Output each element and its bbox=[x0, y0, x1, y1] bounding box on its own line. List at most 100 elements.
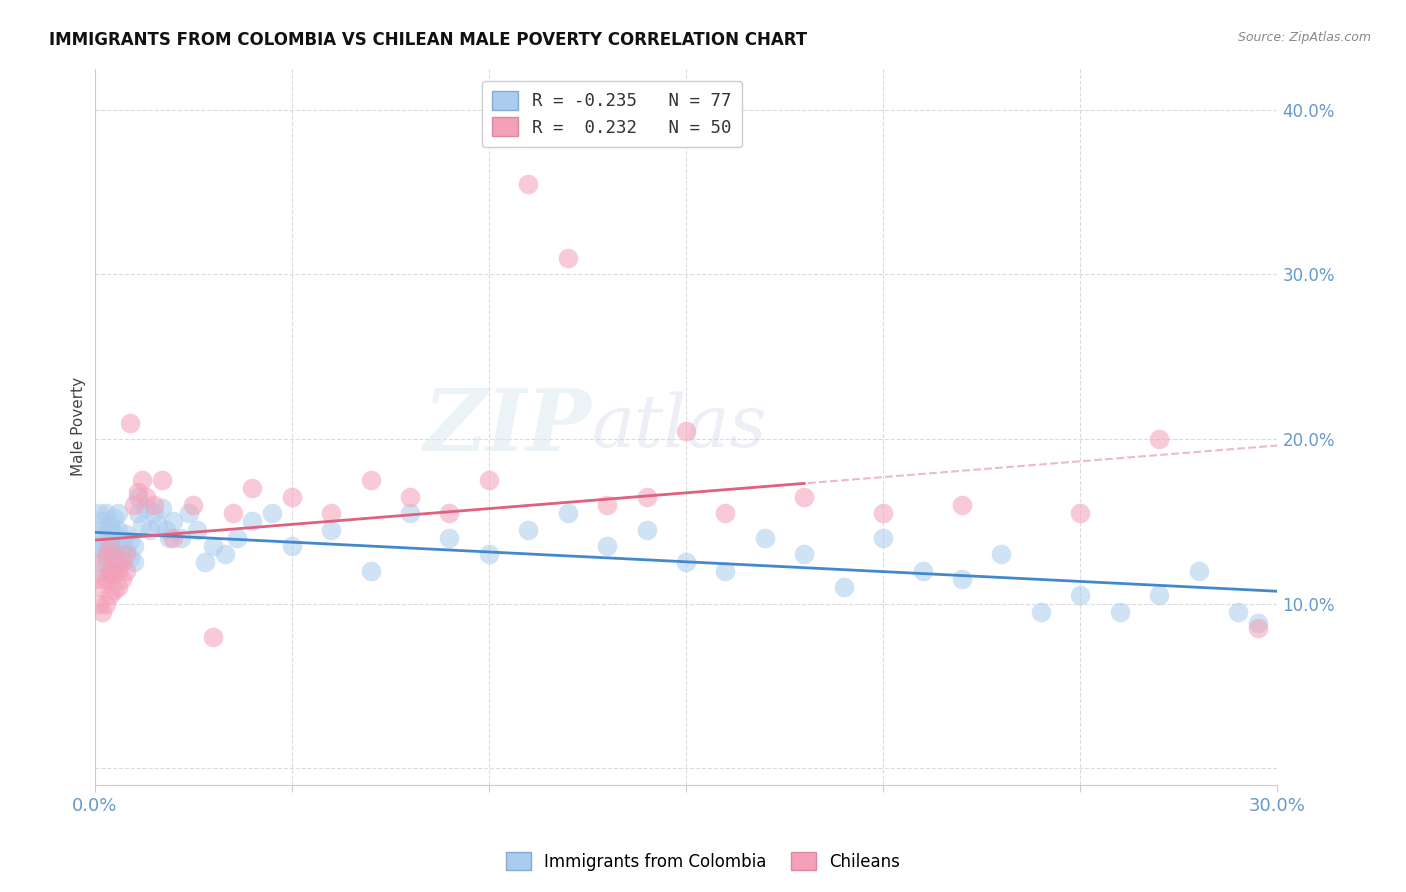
Point bbox=[225, 531, 247, 545]
Point bbox=[439, 531, 461, 545]
Point bbox=[280, 539, 302, 553]
Point bbox=[399, 506, 422, 520]
Point bbox=[150, 473, 173, 487]
Point bbox=[1108, 605, 1130, 619]
Point bbox=[96, 523, 118, 537]
Point bbox=[280, 490, 302, 504]
Point bbox=[1147, 588, 1170, 602]
Point bbox=[990, 547, 1012, 561]
Point bbox=[675, 556, 697, 570]
Point bbox=[122, 556, 145, 570]
Point bbox=[115, 527, 138, 541]
Point bbox=[240, 482, 263, 496]
Point bbox=[122, 498, 145, 512]
Point bbox=[214, 547, 236, 561]
Point bbox=[170, 531, 193, 545]
Point bbox=[399, 490, 422, 504]
Point bbox=[98, 588, 121, 602]
Point bbox=[107, 556, 129, 570]
Point bbox=[162, 514, 184, 528]
Point bbox=[127, 490, 149, 504]
Point bbox=[478, 547, 501, 561]
Point bbox=[1147, 432, 1170, 446]
Point bbox=[120, 416, 142, 430]
Point bbox=[87, 597, 110, 611]
Point bbox=[557, 251, 579, 265]
Point bbox=[1247, 616, 1270, 631]
Point bbox=[186, 523, 208, 537]
Point bbox=[120, 534, 142, 549]
Point bbox=[194, 556, 217, 570]
Point bbox=[96, 539, 118, 553]
Point bbox=[201, 630, 224, 644]
Point bbox=[91, 514, 114, 528]
Point bbox=[150, 501, 173, 516]
Point bbox=[98, 534, 121, 549]
Point bbox=[793, 490, 815, 504]
Point bbox=[360, 473, 382, 487]
Point bbox=[107, 539, 129, 553]
Point bbox=[103, 544, 125, 558]
Point bbox=[714, 564, 737, 578]
Point bbox=[950, 498, 973, 512]
Point bbox=[87, 523, 110, 537]
Point bbox=[517, 523, 540, 537]
Point bbox=[321, 523, 343, 537]
Point bbox=[155, 523, 177, 537]
Point bbox=[793, 547, 815, 561]
Point bbox=[911, 564, 934, 578]
Point bbox=[1069, 588, 1091, 602]
Point bbox=[120, 550, 142, 565]
Point bbox=[754, 531, 776, 545]
Point bbox=[96, 506, 118, 520]
Point bbox=[142, 498, 165, 512]
Point bbox=[96, 547, 118, 561]
Point bbox=[111, 572, 134, 586]
Point bbox=[98, 550, 121, 565]
Point bbox=[87, 572, 110, 586]
Point bbox=[91, 531, 114, 545]
Point bbox=[87, 506, 110, 520]
Point bbox=[146, 517, 169, 532]
Point bbox=[107, 580, 129, 594]
Point bbox=[115, 564, 138, 578]
Point bbox=[872, 531, 894, 545]
Point bbox=[142, 506, 165, 520]
Point bbox=[103, 550, 125, 565]
Point bbox=[139, 523, 162, 537]
Point bbox=[127, 484, 149, 499]
Point bbox=[96, 572, 118, 586]
Text: atlas: atlas bbox=[592, 392, 766, 462]
Point bbox=[321, 506, 343, 520]
Point bbox=[240, 514, 263, 528]
Point bbox=[115, 547, 138, 561]
Point bbox=[439, 506, 461, 520]
Point bbox=[91, 564, 114, 578]
Text: IMMIGRANTS FROM COLOMBIA VS CHILEAN MALE POVERTY CORRELATION CHART: IMMIGRANTS FROM COLOMBIA VS CHILEAN MALE… bbox=[49, 31, 807, 49]
Point bbox=[179, 506, 201, 520]
Text: ZIP: ZIP bbox=[423, 384, 592, 468]
Text: Source: ZipAtlas.com: Source: ZipAtlas.com bbox=[1237, 31, 1371, 45]
Point bbox=[111, 550, 134, 565]
Point bbox=[950, 572, 973, 586]
Point bbox=[517, 177, 540, 191]
Point bbox=[96, 556, 118, 570]
Point bbox=[162, 531, 184, 545]
Point bbox=[91, 556, 114, 570]
Point bbox=[91, 605, 114, 619]
Point bbox=[135, 490, 157, 504]
Point bbox=[103, 583, 125, 598]
Point bbox=[1247, 621, 1270, 635]
Point bbox=[131, 517, 153, 532]
Point bbox=[1226, 605, 1249, 619]
Point bbox=[115, 544, 138, 558]
Point bbox=[596, 498, 619, 512]
Point bbox=[96, 597, 118, 611]
Point bbox=[596, 539, 619, 553]
Point bbox=[87, 539, 110, 553]
Point bbox=[103, 511, 125, 525]
Point bbox=[201, 539, 224, 553]
Point bbox=[111, 534, 134, 549]
Point bbox=[107, 506, 129, 520]
Point bbox=[103, 566, 125, 581]
